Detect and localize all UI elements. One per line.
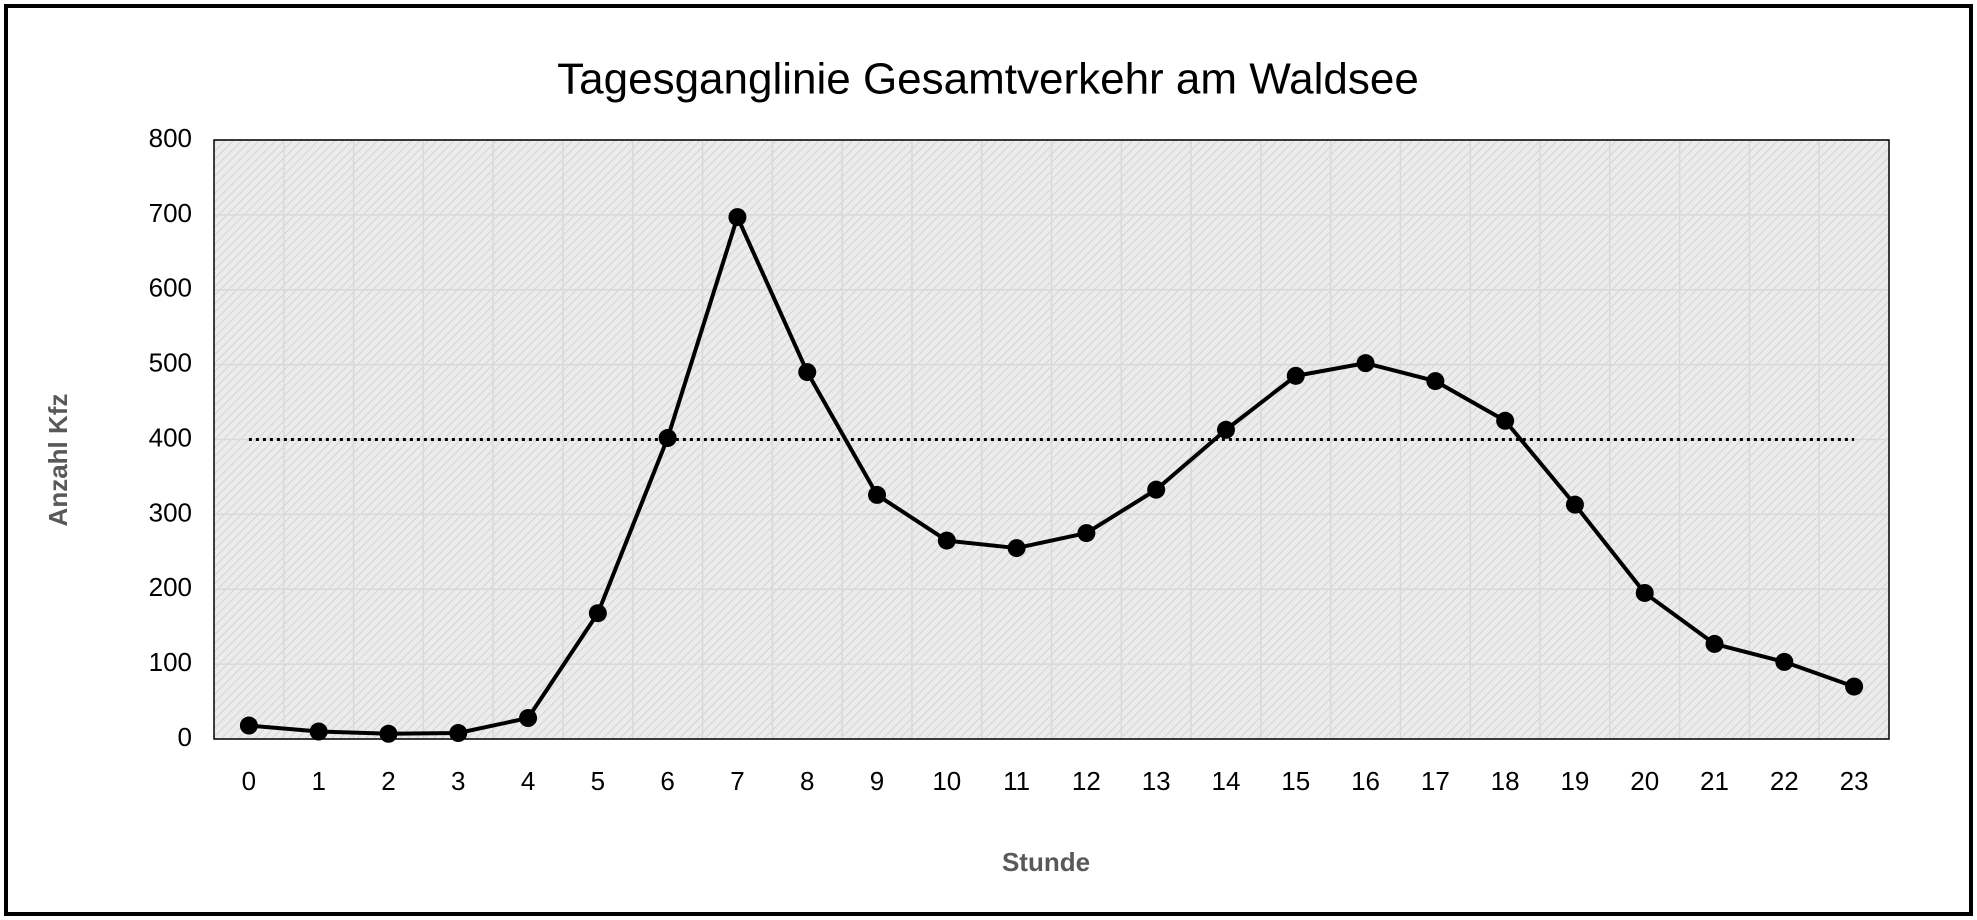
data-point xyxy=(1077,524,1096,543)
data-point xyxy=(1426,372,1445,391)
data-point xyxy=(519,709,538,728)
y-tick-label: 500 xyxy=(149,348,192,378)
y-tick-label: 300 xyxy=(149,497,192,527)
x-tick-label: 21 xyxy=(1700,766,1729,796)
x-tick-label: 5 xyxy=(591,766,605,796)
x-tick-label: 15 xyxy=(1281,766,1310,796)
x-tick-label: 10 xyxy=(932,766,961,796)
x-tick-label: 13 xyxy=(1142,766,1171,796)
x-tick-label: 8 xyxy=(800,766,814,796)
data-point xyxy=(379,724,398,743)
y-tick-label: 100 xyxy=(149,647,192,677)
data-point xyxy=(588,604,607,623)
x-tick-label: 16 xyxy=(1351,766,1380,796)
data-point xyxy=(1705,634,1724,653)
x-tick-label: 4 xyxy=(521,766,535,796)
x-tick-label: 6 xyxy=(660,766,674,796)
data-point xyxy=(1565,495,1584,514)
data-point xyxy=(658,429,677,448)
data-point xyxy=(1496,411,1515,430)
x-tick-label: 7 xyxy=(730,766,744,796)
data-point xyxy=(868,485,887,504)
x-tick-label: 0 xyxy=(242,766,256,796)
y-tick-label: 200 xyxy=(149,572,192,602)
x-axis-title: Stunde xyxy=(1002,847,1090,877)
x-tick-label: 14 xyxy=(1212,766,1241,796)
data-point xyxy=(1775,652,1794,671)
x-tick-label: 22 xyxy=(1770,766,1799,796)
data-point xyxy=(1147,480,1166,499)
data-point xyxy=(1286,366,1305,385)
x-tick-label: 2 xyxy=(381,766,395,796)
y-tick-label: 800 xyxy=(149,123,192,153)
data-point xyxy=(1635,583,1654,602)
y-tick-label: 700 xyxy=(149,198,192,228)
x-tick-label: 23 xyxy=(1840,766,1869,796)
y-tick-label: 0 xyxy=(178,722,192,752)
x-tick-label: 17 xyxy=(1421,766,1450,796)
x-tick-label: 1 xyxy=(311,766,325,796)
data-point xyxy=(309,722,328,741)
data-point xyxy=(1845,677,1864,696)
data-point xyxy=(1356,354,1375,373)
data-point xyxy=(1007,539,1026,558)
data-point xyxy=(449,724,468,743)
y-tick-label: 600 xyxy=(149,273,192,303)
x-tick-label: 11 xyxy=(1003,766,1030,796)
y-tick-label: 400 xyxy=(149,422,192,452)
x-tick-label: 9 xyxy=(870,766,884,796)
data-point xyxy=(798,363,817,382)
data-point xyxy=(937,531,956,550)
data-point xyxy=(239,716,258,735)
x-tick-label: 3 xyxy=(451,766,465,796)
data-point xyxy=(1216,420,1235,439)
plot-border xyxy=(213,139,1890,740)
data-line xyxy=(248,215,1855,736)
x-tick-label: 18 xyxy=(1491,766,1520,796)
x-tick-label: 20 xyxy=(1630,766,1659,796)
data-point xyxy=(728,208,747,227)
x-tick-label: 12 xyxy=(1072,766,1101,796)
x-tick-label: 19 xyxy=(1560,766,1589,796)
chart-title: Tagesganglinie Gesamtverkehr am Waldsee xyxy=(557,55,1419,104)
y-axis-title: Anzahl Kfz xyxy=(43,394,73,527)
